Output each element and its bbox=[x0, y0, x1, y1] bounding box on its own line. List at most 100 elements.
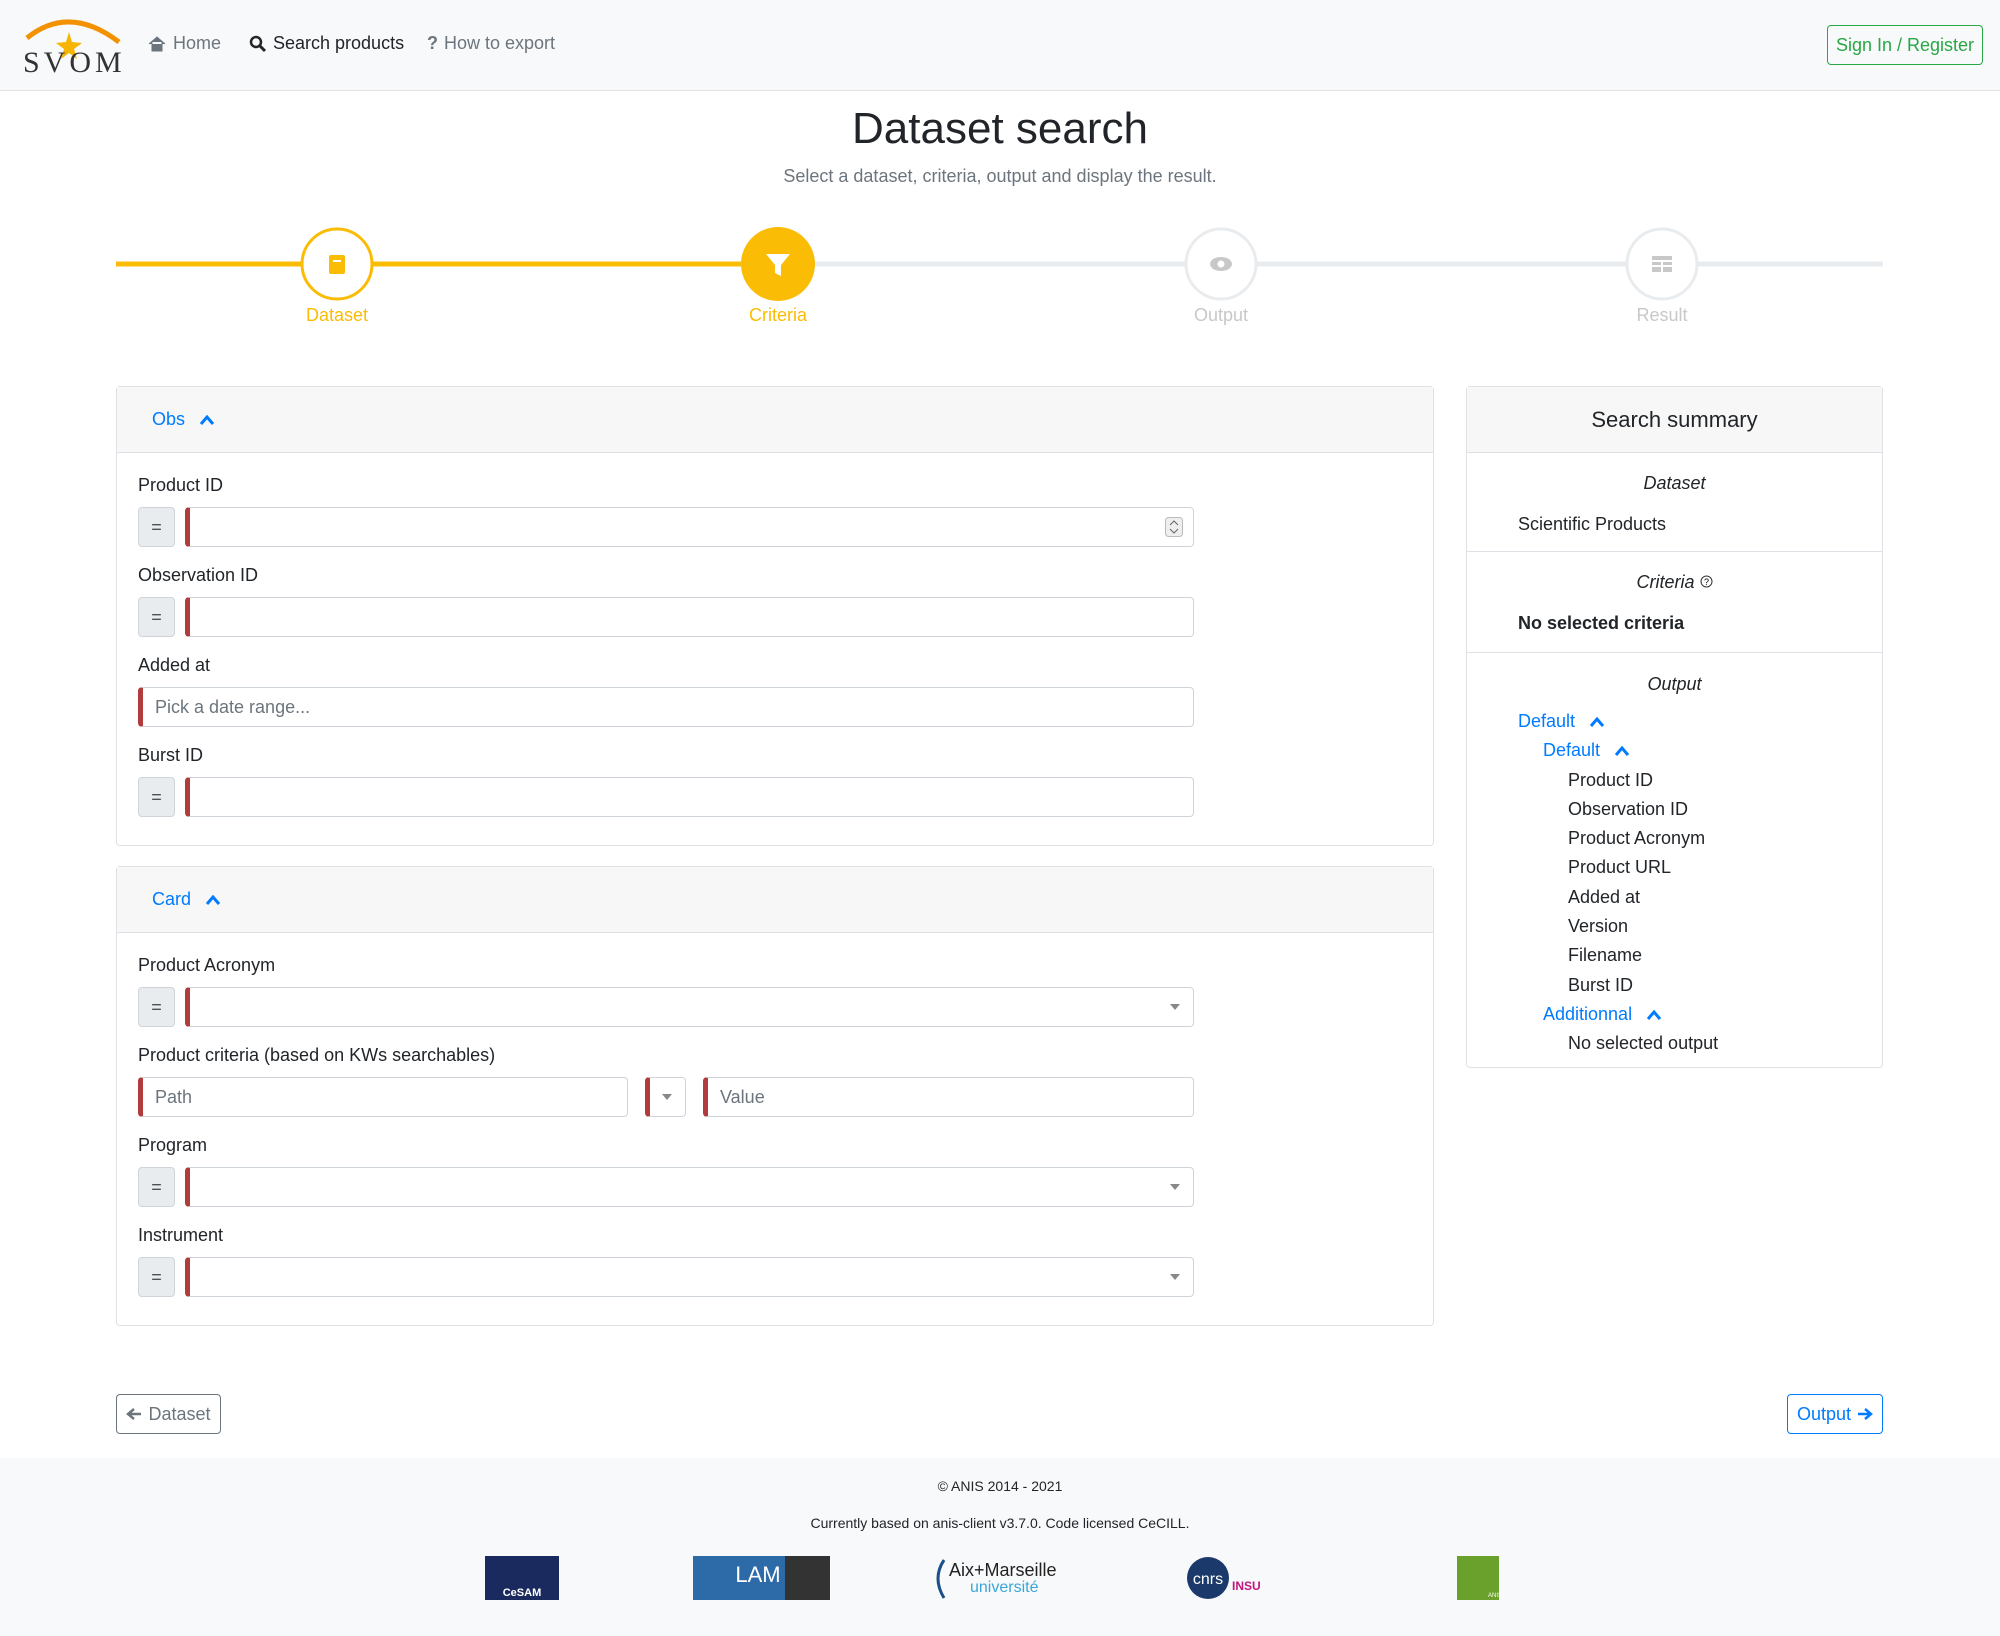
field-label: Product ID bbox=[138, 475, 224, 495]
step-label[interactable]: Dataset bbox=[305, 305, 369, 325]
tree-group[interactable]: Default bbox=[1467, 707, 1882, 736]
field-label: Burst ID bbox=[138, 745, 204, 765]
nav-link: How to export bbox=[444, 33, 556, 53]
field-label: Observation ID bbox=[138, 565, 259, 585]
field-label: Instrument bbox=[138, 1225, 224, 1245]
logo-lam: LAM bbox=[735, 1562, 780, 1587]
stepper bbox=[116, 227, 1883, 301]
subgroup-name: Default bbox=[1543, 740, 1601, 761]
spinner[interactable] bbox=[1165, 517, 1183, 537]
output-item: Filename bbox=[1568, 945, 1643, 966]
criteria-card: Card Product Acronym = Product criteria (ba… bbox=[116, 866, 1434, 1326]
path-input[interactable]: Path bbox=[138, 1077, 628, 1117]
field: Instrument = bbox=[138, 1225, 1412, 1297]
field: Product criteria (based on KWs searchabl… bbox=[138, 1045, 1412, 1117]
summary-heading: Output bbox=[1647, 674, 1702, 694]
field-label: Product criteria (based on KWs searchabl… bbox=[138, 1045, 496, 1065]
additional-name: Additionnal bbox=[1543, 1003, 1633, 1024]
sign-in-button[interactable]: Sign In / Register bbox=[1827, 25, 1983, 65]
summary-title: Search summary bbox=[1467, 387, 1882, 453]
step-label[interactable]: Result bbox=[1636, 305, 1688, 325]
operator[interactable]: = bbox=[138, 777, 175, 817]
text-input[interactable] bbox=[185, 507, 1194, 547]
operator[interactable]: = bbox=[138, 987, 175, 1027]
summary-criteria: No selected criteria bbox=[1518, 613, 1685, 633]
field: Observation ID = bbox=[138, 565, 1412, 637]
page-subtitle: Select a dataset, criteria, output and d… bbox=[783, 166, 1217, 186]
field: Program = bbox=[138, 1135, 1412, 1207]
output-empty: No selected output bbox=[1568, 1033, 1719, 1054]
logo-anis: ANIS bbox=[1488, 1593, 1502, 1599]
field: Product Acronym = bbox=[138, 955, 1412, 1027]
search-summary: Search summary Dataset Scientific Produc… bbox=[1466, 386, 1883, 1068]
summary-heading: Dataset bbox=[1643, 473, 1706, 493]
output-item: Observation ID bbox=[1568, 798, 1689, 819]
back-label: Dataset bbox=[148, 1403, 211, 1424]
logo-cesam: CeSAM bbox=[503, 1587, 542, 1599]
field-label: Added at bbox=[138, 655, 211, 675]
output-item: Added at bbox=[1568, 886, 1641, 907]
next-button[interactable]: Output bbox=[1787, 1394, 1883, 1434]
value-input[interactable]: Value bbox=[703, 1077, 1194, 1117]
tree-subgroup[interactable]: Default bbox=[1467, 736, 1882, 765]
card-body: Product ID = Observation ID = Added at Pick a… bbox=[117, 453, 1433, 845]
logo-cnrs: cnrs bbox=[1193, 1571, 1223, 1588]
output-tree: Default Default Product ID Observation ID Pr… bbox=[1467, 707, 1882, 1059]
page-title: Dataset search bbox=[852, 104, 1148, 153]
logo-insu: INSU bbox=[1232, 1579, 1261, 1593]
back-button[interactable]: Dataset bbox=[116, 1394, 221, 1434]
select-input[interactable] bbox=[185, 1167, 1194, 1207]
select-input[interactable] bbox=[185, 1257, 1194, 1297]
tree-additional[interactable]: Additionnal bbox=[1467, 1000, 1882, 1029]
section-title: Obs bbox=[152, 409, 186, 429]
text-input[interactable] bbox=[185, 777, 1194, 817]
based-on: Currently based on anis-client v3.7.0. C… bbox=[810, 1515, 1190, 1531]
help-icon[interactable]: ? bbox=[1700, 575, 1713, 588]
field: Burst ID = bbox=[138, 745, 1412, 817]
nav-link: Home bbox=[173, 33, 222, 53]
next-label: Output bbox=[1796, 1403, 1852, 1424]
logo-text: SVOM bbox=[23, 46, 123, 79]
output-item: Version bbox=[1568, 916, 1629, 937]
output-item: Product URL bbox=[1568, 857, 1672, 878]
logo-amu-sub: université bbox=[970, 1579, 1039, 1596]
operator[interactable]: = bbox=[138, 1257, 175, 1297]
criteria-heading: Criteria bbox=[1636, 572, 1695, 592]
logos: CeSAM LAM Aix+Marseille université cnrs … bbox=[485, 1556, 1502, 1600]
text-input[interactable] bbox=[185, 597, 1194, 637]
nav-search[interactable]: Search products bbox=[249, 33, 404, 54]
step-label[interactable]: Criteria bbox=[748, 305, 807, 325]
operator-select[interactable] bbox=[645, 1077, 686, 1117]
card-header[interactable]: Obs bbox=[117, 387, 1433, 453]
nav-home[interactable]: Home bbox=[147, 33, 221, 54]
card-header[interactable]: Card bbox=[117, 867, 1433, 933]
step-label[interactable]: Output bbox=[1193, 305, 1249, 325]
copyright: © ANIS 2014 - 2021 bbox=[937, 1478, 1063, 1494]
svg-text:?: ? bbox=[1704, 577, 1709, 587]
operator[interactable]: = bbox=[138, 1167, 175, 1207]
output-item: Burst ID bbox=[1568, 974, 1634, 995]
field-label: Product Acronym bbox=[138, 955, 276, 975]
summary-heading: Criteria ? bbox=[1467, 572, 1882, 593]
nav-export[interactable]: ? How to export bbox=[427, 33, 556, 53]
nav-link: Search products bbox=[273, 33, 405, 53]
section-title: Card bbox=[152, 889, 192, 909]
footer: © ANIS 2014 - 2021 Currently based on an… bbox=[0, 1458, 2000, 1636]
date-input[interactable]: Pick a date range... bbox=[138, 687, 1194, 727]
field-label: Program bbox=[138, 1135, 208, 1155]
select-input[interactable] bbox=[185, 987, 1194, 1027]
summary-dataset: Scientific Products bbox=[1518, 514, 1667, 534]
field: Added at Pick a date range... bbox=[138, 655, 1412, 727]
output-item: Product ID bbox=[1568, 769, 1654, 790]
group-name: Default bbox=[1518, 711, 1576, 731]
criteria-card: Obs Product ID = Observation ID = Added at Pic… bbox=[116, 386, 1434, 846]
output-item: Product Acronym bbox=[1568, 828, 1706, 849]
logo-amu: Aix+Marseille bbox=[949, 1560, 1057, 1580]
navbar: SVOM Home Search products ? How to export… bbox=[0, 0, 2000, 91]
field: Product ID = bbox=[138, 475, 1412, 547]
card-body: Product Acronym = Product criteria (based … bbox=[117, 933, 1433, 1325]
operator[interactable]: = bbox=[138, 507, 175, 547]
operator[interactable]: = bbox=[138, 597, 175, 637]
logo[interactable]: SVOM bbox=[19, 10, 123, 80]
